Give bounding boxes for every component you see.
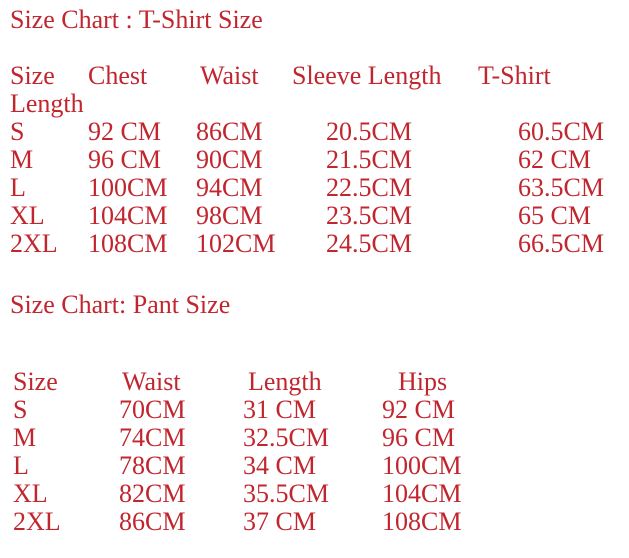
chest-cell: 92 CM — [88, 117, 161, 146]
pant-table-row: 2XL 86CM 37 CM 108CM — [10, 508, 629, 536]
size-cell: M — [13, 423, 37, 452]
pant-table-row: L 78CM 34 CM 100CM — [10, 452, 629, 480]
waist-cell: 90CM — [196, 145, 263, 174]
sleeve-length-cell: 24.5CM — [326, 229, 412, 258]
pant-column-header-waist: Waist — [122, 367, 181, 396]
chest-cell: 104CM — [88, 201, 168, 230]
size-cell: S — [10, 117, 25, 146]
pant-chart-title: Size Chart: Pant Size — [10, 290, 231, 319]
tshirt-length-cell: 60.5CM — [518, 117, 604, 146]
length-cell: 37 CM — [243, 507, 316, 536]
size-cell: L — [13, 451, 29, 480]
sleeve-length-cell: 21.5CM — [326, 145, 412, 174]
length-cell: 32.5CM — [243, 423, 329, 452]
size-cell: XL — [13, 479, 48, 508]
tshirt-table-row: L 100CM 94CM 22.5CM 63.5CM — [10, 174, 629, 202]
waist-cell: 86CM — [196, 117, 263, 146]
length-cell: 35.5CM — [243, 479, 329, 508]
chest-cell: 96 CM — [88, 145, 161, 174]
tshirt-length-cell: 63.5CM — [518, 173, 604, 202]
pant-table-row: M 74CM 32.5CM 96 CM — [10, 424, 629, 452]
pant-column-header-length: Length — [248, 367, 322, 396]
waist-cell: 94CM — [196, 173, 263, 202]
pant-header-row: Size Waist Length Hips — [10, 368, 629, 396]
tshirt-column-header-size: Size — [10, 61, 55, 90]
tshirt-column-header-tshirt-length-line1: T-Shirt — [478, 61, 551, 90]
waist-cell: 78CM — [119, 451, 186, 480]
size-cell: S — [13, 395, 28, 424]
tshirt-table-row: XL 104CM 98CM 23.5CM 65 CM — [10, 202, 629, 230]
size-cell: 2XL — [13, 507, 61, 536]
hips-cell: 108CM — [382, 507, 462, 536]
length-cell: 34 CM — [243, 451, 316, 480]
tshirt-length-cell: 62 CM — [518, 145, 591, 174]
waist-cell: 86CM — [119, 507, 186, 536]
hips-cell: 104CM — [382, 479, 462, 508]
waist-cell: 70CM — [119, 395, 186, 424]
chest-cell: 108CM — [88, 229, 168, 258]
tshirt-column-header-chest: Chest — [88, 61, 148, 90]
tshirt-table-row: 2XL 108CM 102CM 24.5CM 66.5CM — [10, 230, 629, 258]
pant-column-header-size: Size — [13, 367, 58, 396]
pant-column-header-hips: Hips — [398, 367, 448, 396]
sleeve-length-cell: 23.5CM — [326, 201, 412, 230]
hips-cell: 92 CM — [382, 395, 455, 424]
tshirt-column-header-tshirt-length-line2: Length — [10, 89, 84, 118]
tshirt-length-cell: 66.5CM — [518, 229, 604, 258]
size-chart-page: Size Chart : T-Shirt Size Size Chest Wai… — [10, 5, 629, 536]
tshirt-table-row: M 96 CM 90CM 21.5CM 62 CM — [10, 146, 629, 174]
tshirt-header-row: Size Chest Waist Sleeve Length T-Shirt — [10, 62, 629, 90]
tshirt-length-cell: 65 CM — [518, 201, 591, 230]
size-cell: M — [10, 145, 34, 174]
waist-cell: 74CM — [119, 423, 186, 452]
hips-cell: 96 CM — [382, 423, 455, 452]
tshirt-column-header-sleeve-length: Sleeve Length — [292, 61, 442, 90]
waist-cell: 102CM — [196, 229, 276, 258]
pant-table-row: XL 82CM 35.5CM 104CM — [10, 480, 629, 508]
sleeve-length-cell: 22.5CM — [326, 173, 412, 202]
waist-cell: 98CM — [196, 201, 263, 230]
tshirt-table-row: S 92 CM 86CM 20.5CM 60.5CM — [10, 118, 629, 146]
tshirt-chart-title: Size Chart : T-Shirt Size — [10, 5, 263, 34]
size-cell: XL — [10, 201, 45, 230]
tshirt-column-header-waist: Waist — [200, 61, 259, 90]
sleeve-length-cell: 20.5CM — [326, 117, 412, 146]
chest-cell: 100CM — [88, 173, 168, 202]
length-cell: 31 CM — [243, 395, 316, 424]
size-cell: L — [10, 173, 26, 202]
pant-table-row: S 70CM 31 CM 92 CM — [10, 396, 629, 424]
size-cell: 2XL — [10, 229, 58, 258]
waist-cell: 82CM — [119, 479, 186, 508]
hips-cell: 100CM — [382, 451, 462, 480]
